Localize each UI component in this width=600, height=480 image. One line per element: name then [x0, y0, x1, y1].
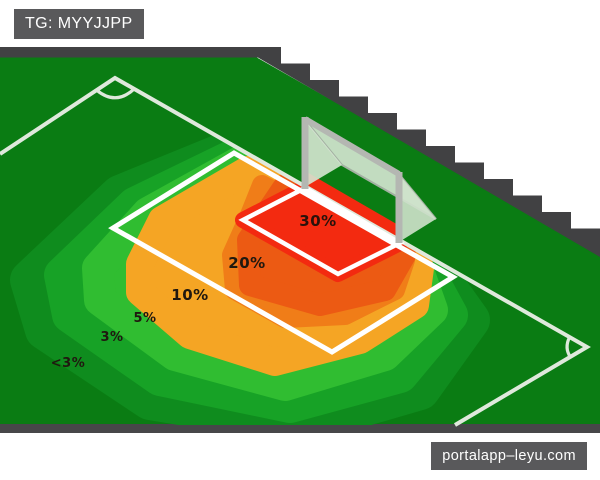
tag-badge: TG: MYYJJPP [14, 9, 144, 39]
heat-label-10pct: 10% [171, 286, 208, 304]
penalty-box-line [108, 150, 458, 355]
heat-label-30pct: 30% [299, 212, 336, 230]
goal-crossbar [303, 116, 401, 177]
corner-arc-top [95, 87, 136, 100]
goal-net-side-right [399, 174, 436, 242]
goal [301, 116, 437, 243]
heat-label-3pct: 3% [100, 330, 123, 345]
corner-arc-bottom-right [565, 336, 573, 359]
watermark-badge: portalapp–leyu.com [431, 442, 587, 470]
goal-net-side-left [305, 120, 342, 187]
heat-label-5pct: 5% [133, 311, 156, 326]
goal-area-line [238, 185, 405, 277]
field-bottom-edge [0, 424, 600, 433]
heat-label-lt3pct: <3% [51, 356, 85, 371]
heat-label-20pct: 20% [228, 254, 265, 272]
